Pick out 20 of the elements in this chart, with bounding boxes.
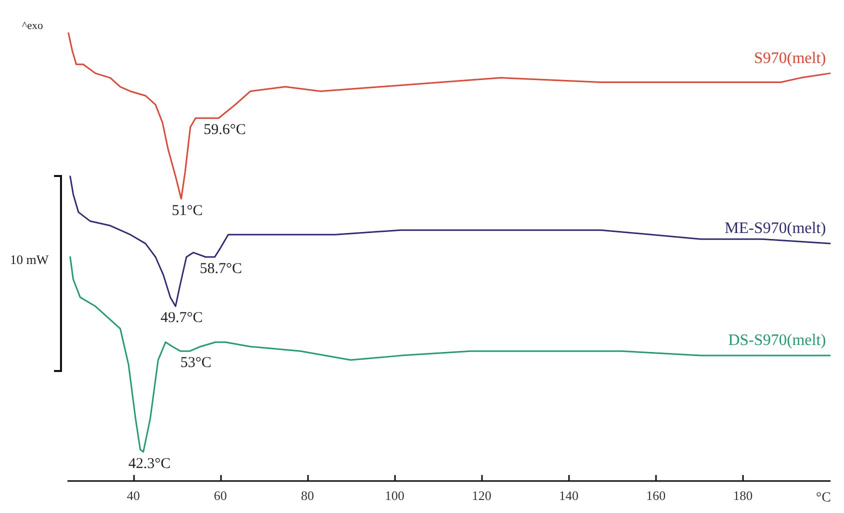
x-tick-label: 140	[558, 488, 578, 503]
text: ^exo	[22, 20, 44, 32]
annotation: 49.7°C	[160, 310, 203, 328]
x-tick-label: 100	[384, 488, 404, 503]
series-label: S970(melt)	[754, 50, 826, 67]
x-tick-label: 180	[733, 488, 753, 503]
series-label: DS-S970(melt)	[728, 332, 826, 350]
x-tick-label: 120	[472, 488, 492, 503]
series-label: ME-S970(melt)	[724, 220, 826, 238]
annotation: 58.7°C	[200, 261, 242, 278]
x-tick-label: 40	[126, 488, 140, 503]
text: 10 mW	[10, 252, 49, 268]
annotation: 53°C	[180, 355, 212, 372]
x-axis-title: °C	[816, 490, 831, 506]
annotation: 59.6°C	[204, 122, 246, 140]
x-tick-label: 160	[646, 488, 666, 503]
x-tick-label: 60	[214, 488, 227, 503]
x-tick-label: 80	[300, 488, 314, 503]
annotation: 42.3°C	[128, 456, 171, 473]
annotation: 51°C	[172, 202, 203, 220]
